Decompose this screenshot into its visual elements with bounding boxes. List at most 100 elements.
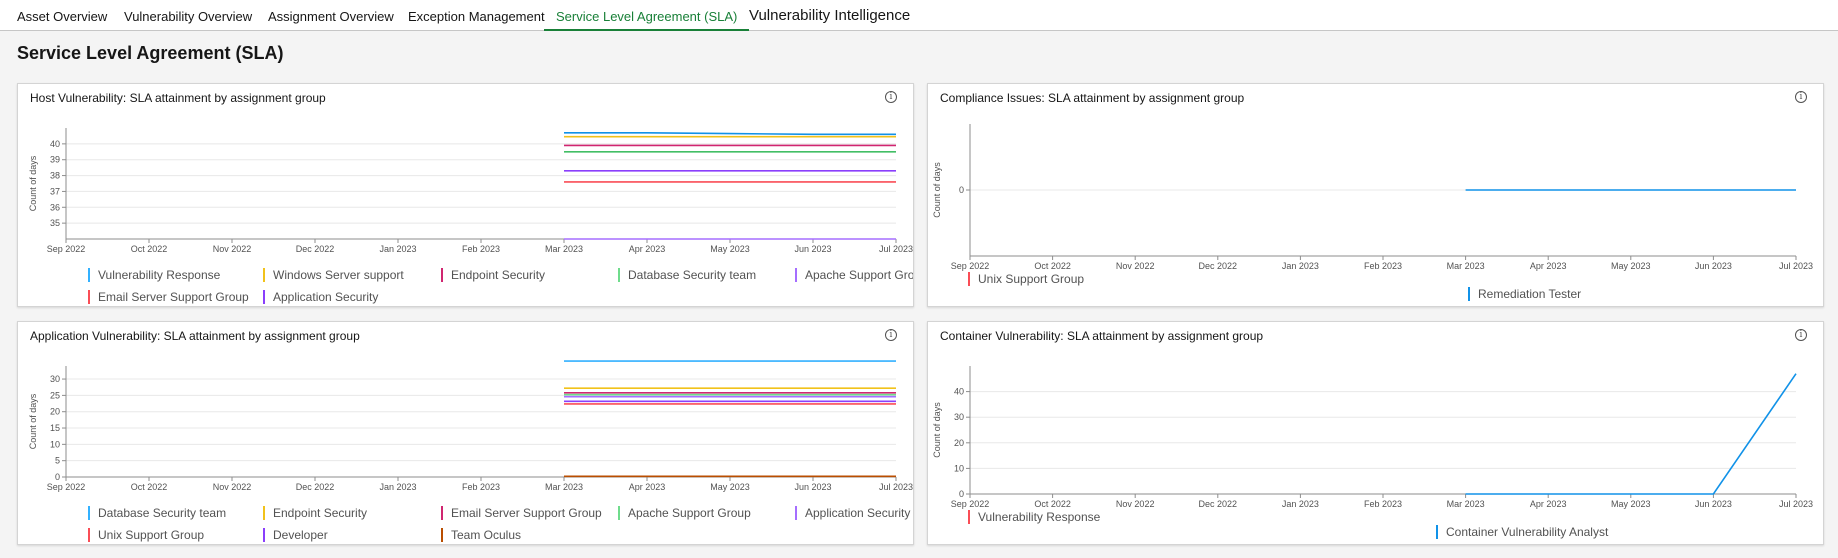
- x-tick-label: Jul 2023: [1779, 261, 1813, 271]
- legend-label: Container Vulnerability Analyst: [1446, 525, 1609, 539]
- info-icon[interactable]: i: [1795, 91, 1807, 103]
- legend-swatch: [618, 268, 620, 282]
- x-tick-label: Oct 2022: [1034, 261, 1071, 271]
- legend-swatch: [441, 268, 443, 282]
- legend-item[interactable]: Remediation Tester: [1468, 287, 1581, 301]
- x-tick-label: Apr 2023: [1530, 499, 1567, 509]
- legend-label: Email Server Support Group: [98, 290, 249, 304]
- legend-item[interactable]: Application Security: [263, 290, 378, 304]
- x-tick-label: Nov 2022: [1116, 499, 1155, 509]
- x-tick-label: May 2023: [1611, 261, 1651, 271]
- legend-swatch: [88, 290, 90, 304]
- series-line: [564, 132, 896, 136]
- legend-label: Endpoint Security: [273, 506, 368, 520]
- legend-swatch: [1436, 525, 1438, 539]
- legend-label: Vulnerability Response: [978, 510, 1101, 524]
- legend-label: Vulnerability Response: [98, 268, 221, 282]
- x-tick-label: Nov 2022: [1116, 261, 1155, 271]
- x-tick-label: Oct 2022: [1034, 499, 1071, 509]
- legend-item[interactable]: Team Oculus: [441, 528, 521, 542]
- x-tick-label: Jun 2023: [794, 244, 831, 254]
- legend-item[interactable]: Vulnerability Response: [88, 268, 220, 282]
- tab-vulnerability-overview[interactable]: Vulnerability Overview: [124, 9, 253, 24]
- compliance-issues-panel: Compliance Issues: SLA attainment by ass…: [927, 83, 1824, 307]
- y-tick-label: 5: [55, 456, 60, 466]
- y-axis-label: Count of days: [28, 155, 38, 211]
- legend-label: Application Security: [805, 506, 911, 520]
- legend-item[interactable]: Container Vulnerability Analyst: [1436, 525, 1608, 539]
- y-tick-label: 35: [50, 218, 60, 228]
- tab-sla[interactable]: Service Level Agreement (SLA): [544, 0, 750, 31]
- panel-title: Application Vulnerability: SLA attainmen…: [30, 329, 360, 343]
- legend-item[interactable]: Unix Support Group: [88, 528, 204, 542]
- legend-item[interactable]: Endpoint Security: [263, 506, 367, 520]
- legend-label: Apache Support Group: [628, 506, 751, 520]
- legend-item[interactable]: Developer: [263, 528, 328, 542]
- tab-assignment-overview[interactable]: Assignment Overview: [268, 9, 394, 24]
- legend-swatch: [88, 268, 90, 282]
- tab-exception-management[interactable]: Exception Management: [408, 9, 545, 24]
- y-tick-label: 10: [50, 439, 60, 449]
- legend-swatch: [618, 506, 620, 520]
- x-tick-label: May 2023: [710, 482, 750, 492]
- x-tick-label: Feb 2023: [462, 244, 500, 254]
- x-tick-label: Mar 2023: [1447, 499, 1485, 509]
- x-tick-label: Mar 2023: [1447, 261, 1485, 271]
- x-tick-label: Apr 2023: [629, 244, 666, 254]
- legend-item[interactable]: Unix Support Group: [968, 272, 1084, 286]
- compliance-issues-chart: 0 Sep 2022 Oct 2022 Nov 2022 Dec 2022 Jan 202…: [932, 124, 1813, 271]
- legend-swatch: [263, 506, 265, 520]
- legend-swatch: [795, 268, 797, 282]
- legend-label: Email Server Support Group: [451, 506, 602, 520]
- legend-item[interactable]: Windows Server support: [263, 268, 404, 282]
- x-tick-label: Jun 2023: [1695, 261, 1732, 271]
- info-icon[interactable]: i: [885, 91, 897, 103]
- legend-item[interactable]: Endpoint Security: [441, 268, 545, 282]
- y-tick-label: 30: [50, 374, 60, 384]
- info-icon[interactable]: i: [1795, 329, 1807, 341]
- x-tick-label: Sep 2022: [951, 499, 990, 509]
- legend-swatch: [441, 506, 443, 520]
- legend-label: Windows Server support: [273, 268, 404, 282]
- legend-item[interactable]: Email Server Support Group: [441, 506, 602, 520]
- legend-item[interactable]: Application Security: [795, 506, 910, 520]
- y-tick-label: 20: [954, 438, 964, 448]
- info-icon[interactable]: i: [885, 329, 897, 341]
- legend-item[interactable]: Database Security team: [618, 268, 756, 282]
- legend-item[interactable]: Vulnerability Response: [968, 510, 1100, 524]
- container-vulnerability-chart: 0 10 20 30 40 Sep 2022 Oct 2022 Nov 2022 Dec 202…: [932, 366, 1813, 509]
- y-tick-label: 39: [50, 155, 60, 165]
- x-tick-label: Jan 2023: [1282, 499, 1319, 509]
- x-tick-label: Mar 2023: [545, 244, 583, 254]
- application-vulnerability-panel: Application Vulnerability: SLA attainmen…: [17, 321, 914, 545]
- y-tick-label: 25: [50, 390, 60, 400]
- y-axis-label: Count of days: [932, 162, 942, 218]
- tab-asset-overview[interactable]: Asset Overview: [17, 9, 108, 24]
- legend-item[interactable]: Apache Support Group: [795, 268, 913, 282]
- legend-swatch: [88, 506, 90, 520]
- legend-swatch: [968, 510, 970, 524]
- legend-swatch: [1468, 287, 1470, 301]
- y-tick-label: 38: [50, 171, 60, 181]
- y-tick-label: 37: [50, 186, 60, 196]
- legend-label: Application Security: [273, 290, 379, 304]
- legend-label: Unix Support Group: [978, 272, 1085, 286]
- y-tick-label: 30: [954, 412, 964, 422]
- tab-bar: Asset Overview Vulnerability Overview As…: [0, 0, 1838, 31]
- y-tick-label: 0: [959, 185, 964, 195]
- y-tick-label: 40: [50, 139, 60, 149]
- legend-item[interactable]: Database Security team: [88, 506, 226, 520]
- x-tick-label: Sep 2022: [47, 244, 86, 254]
- x-tick-label: Jul 2023: [879, 482, 913, 492]
- legend-item[interactable]: Email Server Support Group: [88, 290, 249, 304]
- x-tick-label: Jul 2023: [879, 244, 913, 254]
- y-axis-label: Count of days: [28, 393, 38, 449]
- legend-swatch: [88, 528, 90, 542]
- legend-item[interactable]: Apache Support Group: [618, 506, 751, 520]
- legend-label: Database Security team: [628, 268, 757, 282]
- x-tick-label: May 2023: [710, 244, 750, 254]
- legend-swatch: [795, 506, 797, 520]
- legend-label: Team Oculus: [451, 528, 522, 542]
- tab-vulnerability-intelligence[interactable]: Vulnerability Intelligence: [749, 7, 911, 24]
- series-line: [1465, 373, 1797, 495]
